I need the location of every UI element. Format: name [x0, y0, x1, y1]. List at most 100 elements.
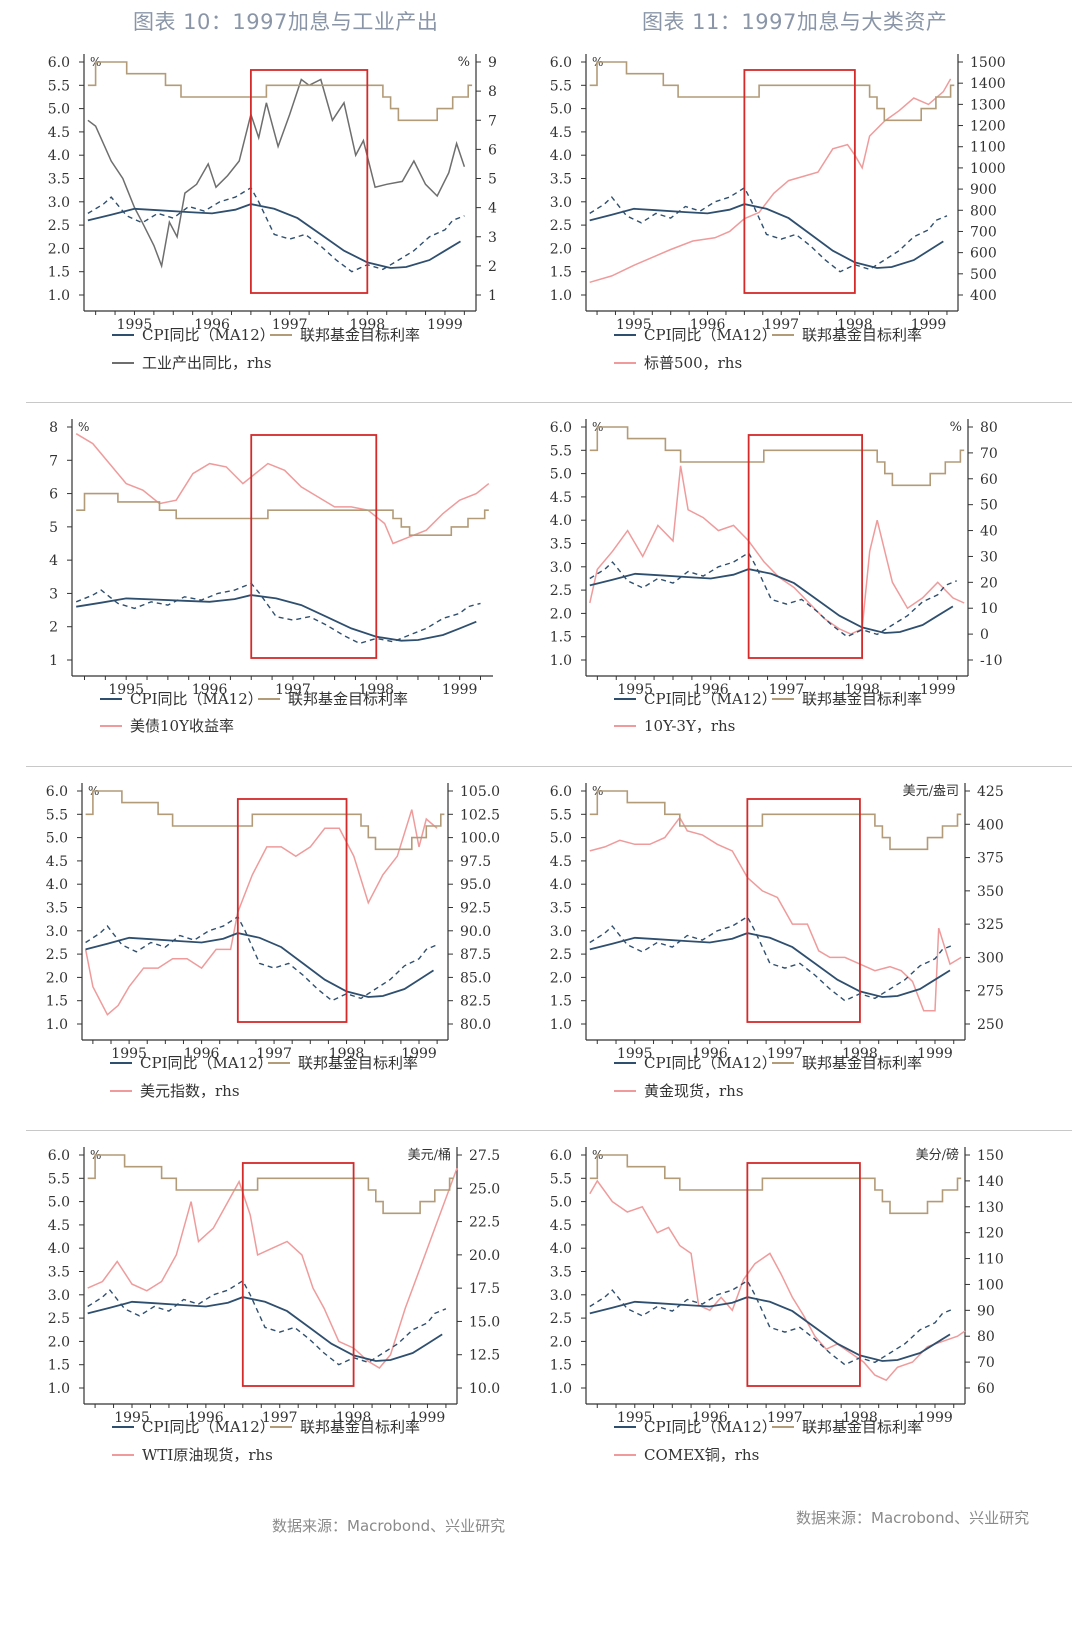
y-tick-label-right: 800: [970, 203, 997, 219]
y-tick-label-right: 110: [977, 1252, 1004, 1268]
x-tick-label: 1995: [616, 317, 652, 333]
y-tick-label-left: 3.0: [48, 1288, 70, 1304]
legend-label-fed: 联邦基金目标利率: [300, 326, 420, 344]
y-tick-label-right: 80.0: [460, 1017, 491, 1033]
x-tick-label: 1995: [617, 682, 653, 698]
series-cpi-ma12-line: [589, 568, 954, 634]
x-tick-label: 1998: [842, 1410, 878, 1426]
legend-label-cpi: CPI同比（MA12）: [644, 326, 777, 344]
x-tick-label: 1999: [401, 1046, 437, 1062]
legend-label-cpi: CPI同比（MA12）: [140, 1054, 273, 1072]
y-tick-label-right: 0: [980, 627, 989, 643]
legend-label-asset: 美元指数，rhs: [140, 1082, 240, 1100]
legend-label-fed: 联邦基金目标利率: [802, 1418, 922, 1436]
highlight-box: [236, 798, 348, 1023]
y-tick-label-left: 4.5: [550, 854, 572, 870]
y-tick-label-left: 4.0: [550, 1241, 572, 1257]
series-fed-rate-line: [87, 61, 473, 122]
series-cpi-ma12-line: [76, 594, 477, 642]
x-tick-label: 1999: [917, 1410, 953, 1426]
y-tick-label-right: 82.5: [460, 994, 491, 1010]
y-tick-label-left: 3.0: [550, 924, 572, 940]
legend-label-fed: 联邦基金目标利率: [802, 690, 922, 708]
x-tick-label: 1999: [410, 1410, 446, 1426]
x-tick-label: 1995: [117, 317, 153, 333]
series-asset-line: [87, 1168, 458, 1369]
y-tick-label-left: 2: [49, 620, 58, 636]
y-tick-label-left: 4.0: [46, 877, 68, 893]
y-tick-label-left: 3.5: [550, 901, 572, 917]
y-tick-label-left: 5.0: [550, 102, 572, 118]
series-cpi-ma12-line: [589, 932, 951, 998]
legend-label-asset: WTI原油现货，rhs: [142, 1446, 273, 1464]
x-tick-label: 1996: [184, 1046, 220, 1062]
y-tick-label-right: 350: [977, 884, 1004, 900]
y-tick-label-left: 2.0: [46, 970, 68, 986]
series-fed-rate-line: [589, 61, 955, 122]
y-tick-label-right: 1200: [970, 119, 1006, 135]
series-asset-line: [589, 816, 962, 1012]
y-tick-label-left: 3.5: [550, 172, 572, 188]
y-tick-label-left: 3.5: [550, 537, 572, 553]
legend-label-asset: 美债10Y收益率: [130, 717, 234, 735]
y-tick-label-right: 400: [977, 817, 1004, 833]
x-tick-label: 1996: [692, 1410, 728, 1426]
x-tick-label: 1998: [350, 317, 386, 333]
y-tick-label-left: 5.0: [550, 1195, 572, 1211]
y-tick-label-left: 4.0: [48, 148, 70, 164]
y-tick-label-left: 2.5: [48, 218, 70, 234]
x-tick-label: 1995: [617, 1046, 653, 1062]
y-tick-label-left: 4: [49, 553, 58, 569]
series-asset-line: [87, 78, 466, 269]
y-tick-label-right: 140: [977, 1174, 1004, 1190]
y-tick-label-left: 4.0: [550, 877, 572, 893]
y-tick-label-left: 6.0: [550, 1148, 572, 1164]
y-tick-label-left: 4.0: [550, 148, 572, 164]
y-tick-label-right: 100: [977, 1277, 1004, 1293]
y-tick-label-left: 4.5: [48, 125, 70, 141]
y-tick-label-right: -10: [980, 653, 1003, 669]
y-tick-label-left: 5.0: [48, 102, 70, 118]
y-tick-label-left: 3.5: [48, 172, 70, 188]
series-fed-rate-line: [85, 790, 445, 851]
legend-label-cpi: CPI同比（MA12）: [644, 1054, 777, 1072]
series-asset-line: [589, 1179, 966, 1382]
y-tick-label-left: 5.5: [550, 78, 572, 94]
y-tick-label-left: 6.0: [48, 1148, 70, 1164]
x-tick-label: 1995: [114, 1410, 150, 1426]
highlight-box: [746, 798, 861, 1023]
x-tick-label: 1998: [358, 682, 394, 698]
x-tick-label: 1997: [767, 1046, 803, 1062]
legend-label-cpi: CPI同比（MA12）: [142, 326, 275, 344]
right-unit-label: 美元/桶: [408, 1148, 451, 1163]
y-tick-label-left: 6.0: [48, 55, 70, 71]
y-tick-label-left: 5.5: [46, 807, 68, 823]
y-tick-label-left: 5.0: [48, 1195, 70, 1211]
legend-label-fed: 联邦基金目标利率: [288, 690, 408, 708]
highlight-box: [747, 434, 863, 659]
y-tick-label-right: 1100: [970, 140, 1006, 156]
right-unit-label: 美分/磅: [916, 1147, 959, 1163]
x-tick-label: 1998: [336, 1410, 372, 1426]
x-tick-label: 1995: [617, 1410, 653, 1426]
x-tick-label: 1997: [769, 682, 805, 698]
y-tick-label-left: 1.5: [550, 265, 572, 281]
y-tick-label-left: 5.5: [48, 1171, 70, 1187]
y-tick-label-right: 95.0: [460, 877, 491, 893]
series-asset-line: [589, 78, 952, 284]
y-tick-label-left: 4.0: [48, 1241, 70, 1257]
y-tick-label-right: 4: [488, 201, 497, 217]
y-tick-label-right: 425: [977, 784, 1004, 800]
y-tick-label-right: 70: [977, 1355, 995, 1371]
highlight-box: [743, 69, 856, 294]
y-tick-label-right: 7: [488, 113, 497, 129]
y-tick-label-right: 700: [970, 224, 997, 240]
series-asset-line: [589, 465, 965, 635]
right-unit-label: %: [950, 420, 962, 435]
source-note-right: 数据来源：Macrobond、兴业研究: [796, 1509, 1030, 1527]
y-tick-label-left: 8: [49, 420, 58, 436]
y-tick-label-right: 9: [488, 55, 497, 71]
y-tick-label-left: 2.0: [48, 241, 70, 257]
y-tick-label-right: 10: [980, 601, 998, 617]
y-tick-label-right: 8: [488, 84, 497, 100]
